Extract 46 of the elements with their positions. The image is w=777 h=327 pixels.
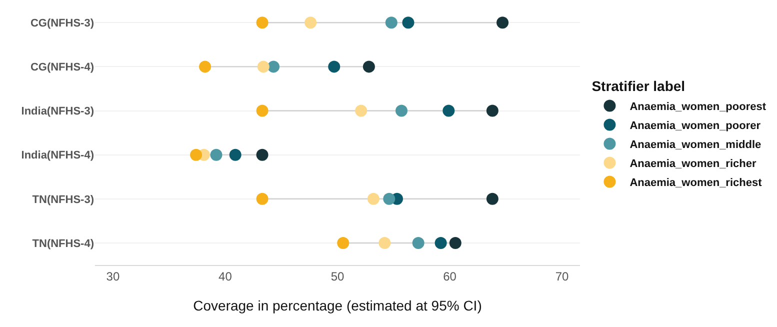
point bbox=[442, 104, 455, 117]
legend-label: Anaemia_women_poorer bbox=[630, 120, 762, 132]
x-tick-label: 40 bbox=[218, 269, 232, 284]
point bbox=[378, 236, 391, 249]
legend-label: Anaemia_women_poorest bbox=[630, 100, 766, 113]
point bbox=[355, 104, 368, 117]
x-tick-label: 70 bbox=[555, 269, 570, 284]
point bbox=[229, 148, 242, 161]
point bbox=[367, 192, 380, 205]
y-tick-label: TN(NFHS-4) bbox=[32, 238, 94, 250]
point bbox=[256, 104, 268, 117]
point bbox=[362, 60, 375, 73]
point bbox=[257, 60, 270, 73]
x-tick-label: 30 bbox=[106, 269, 120, 284]
y-tick-label: CG(NFHS-3) bbox=[30, 17, 94, 30]
point bbox=[190, 148, 202, 161]
point bbox=[268, 60, 280, 73]
point bbox=[256, 192, 268, 205]
point bbox=[496, 16, 509, 29]
point bbox=[256, 148, 268, 161]
point bbox=[256, 16, 268, 29]
y-tick-label: India(NFHS-4) bbox=[21, 150, 94, 162]
legend-label: Anaemia_women_richest bbox=[630, 176, 762, 189]
x-tick-label: 60 bbox=[443, 269, 457, 284]
point bbox=[337, 236, 350, 249]
point bbox=[304, 16, 317, 29]
legend-label: Anaemia_women_middle bbox=[630, 138, 762, 151]
point bbox=[402, 16, 414, 29]
y-tick-label: CG(NFHS-4) bbox=[30, 62, 94, 74]
x-tick-label: 50 bbox=[330, 269, 344, 284]
legend-label: Anaemia_women_richer bbox=[630, 158, 757, 170]
point bbox=[434, 236, 447, 249]
legend-title: Stratifier label bbox=[592, 78, 686, 94]
point bbox=[210, 148, 222, 161]
point bbox=[383, 192, 396, 205]
point bbox=[395, 104, 408, 117]
y-tick-label: India(NFHS-3) bbox=[21, 106, 94, 118]
point bbox=[449, 236, 462, 249]
point bbox=[486, 192, 498, 205]
point bbox=[412, 236, 424, 249]
x-axis-title: Coverage in percentage (estimated at 95% CI) bbox=[193, 298, 482, 314]
y-tick-label: TN(NFHS-3) bbox=[32, 194, 94, 206]
point bbox=[328, 60, 340, 73]
point bbox=[199, 60, 212, 73]
point bbox=[486, 104, 498, 117]
point bbox=[385, 16, 398, 29]
